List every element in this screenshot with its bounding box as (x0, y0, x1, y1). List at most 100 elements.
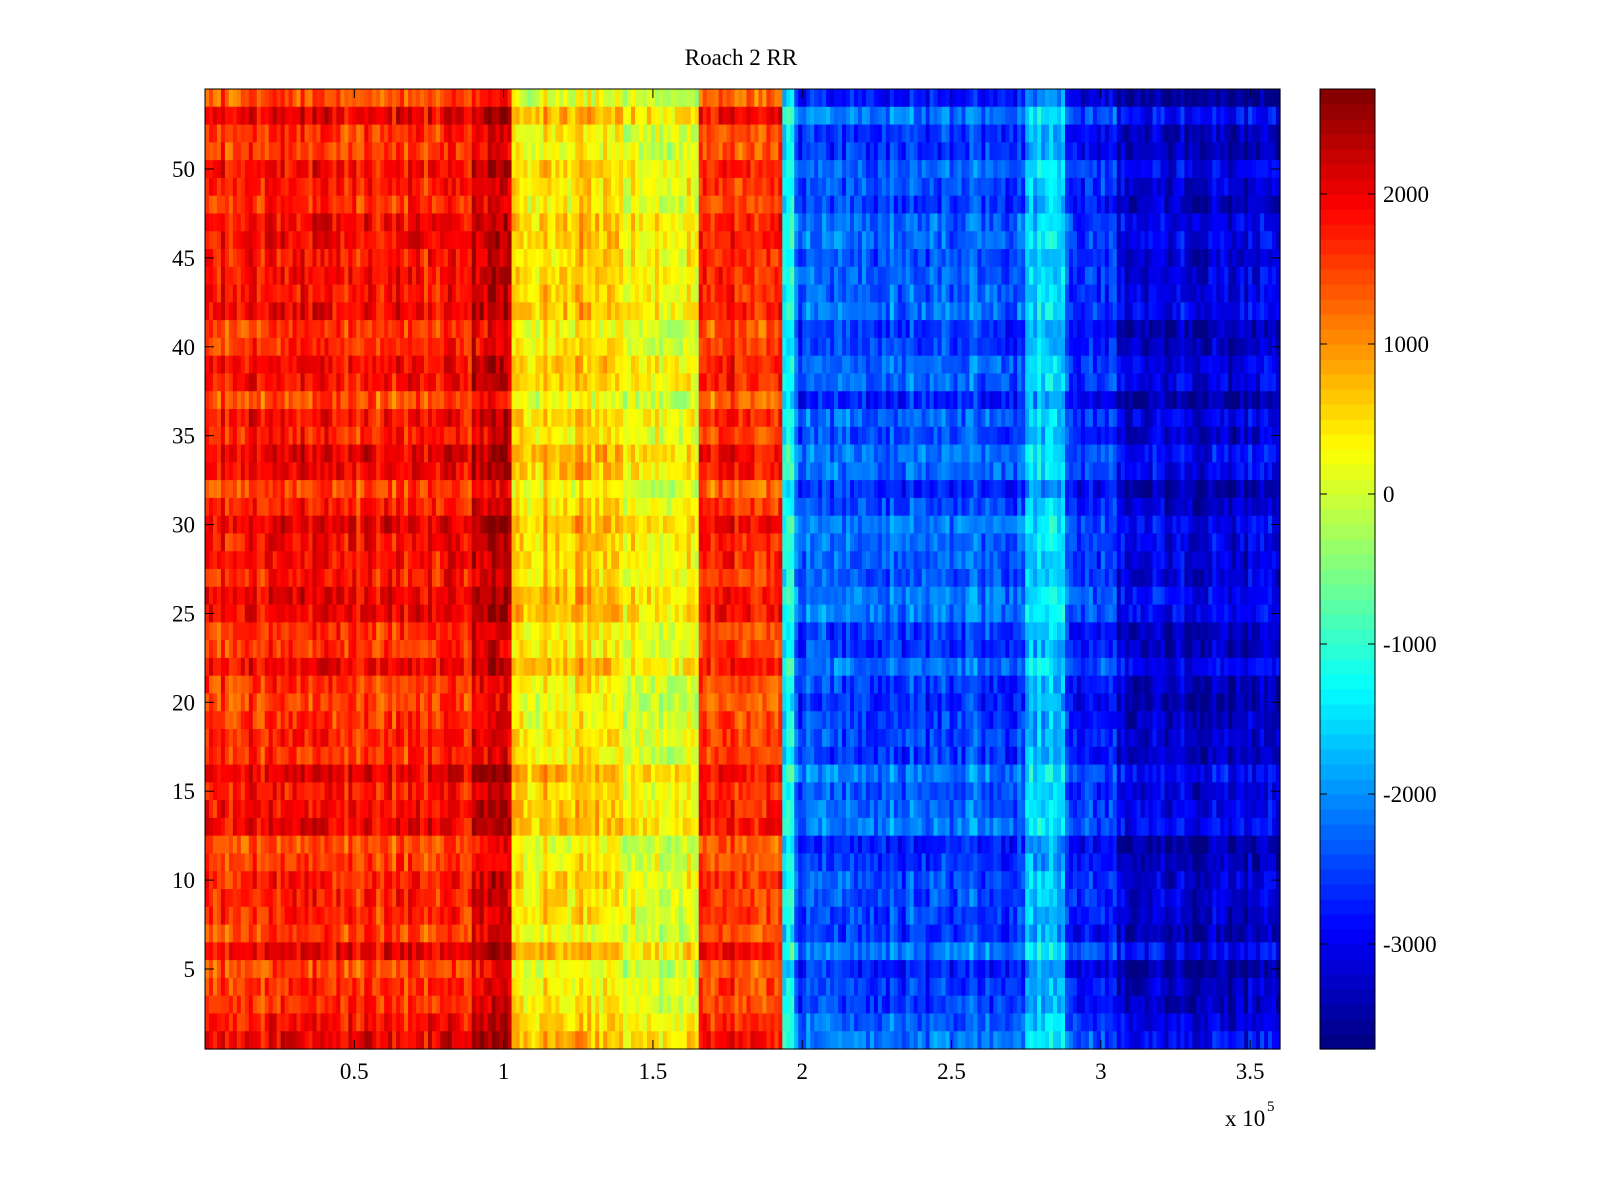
heatmap-cell (308, 124, 314, 143)
heatmap-cell (423, 1031, 429, 1050)
heatmap-cell (308, 800, 314, 819)
heatmap-cell (376, 604, 381, 623)
heatmap-cell (427, 355, 433, 375)
heatmap-cell (340, 337, 345, 357)
heatmap-cell (523, 657, 529, 677)
heatmap-cell (396, 800, 401, 819)
heatmap-cell (232, 177, 238, 197)
heatmap-cell (344, 231, 349, 250)
heatmap-cell (232, 817, 238, 837)
heatmap-cell (368, 1013, 373, 1032)
heatmap-cell (320, 942, 326, 961)
heatmap-cell (439, 657, 445, 677)
heatmap-cell (272, 142, 278, 161)
heatmap-cell (479, 586, 485, 606)
heatmap-cell (256, 266, 262, 286)
heatmap-cell (479, 213, 485, 232)
heatmap-cell (308, 106, 314, 126)
heatmap-cell (431, 409, 437, 428)
heatmap-cell (535, 657, 541, 677)
heatmap-cell (547, 195, 552, 215)
heatmap-cell (312, 89, 318, 108)
heatmap-cell (260, 249, 266, 268)
heatmap-cell (212, 871, 218, 890)
heatmap-cell (519, 746, 525, 766)
heatmap-cell (324, 213, 330, 232)
heatmap-cell (423, 177, 429, 197)
heatmap-cell (475, 817, 481, 837)
heatmap-cell (260, 106, 266, 126)
heatmap-cell (463, 693, 469, 712)
heatmap-cell (288, 622, 294, 641)
heatmap-cell (300, 764, 306, 783)
heatmap-cell (312, 586, 318, 606)
heatmap-cell (515, 106, 521, 126)
heatmap-cell (340, 106, 345, 126)
heatmap-cell (396, 551, 401, 570)
heatmap-cell (423, 746, 429, 766)
heatmap-cell (423, 89, 429, 108)
heatmap-cell (408, 817, 413, 837)
heatmap-cell (507, 942, 513, 961)
heatmap-cell (567, 551, 572, 570)
heatmap-cell (439, 284, 445, 303)
heatmap-cell (447, 355, 453, 375)
heatmap-cell (523, 942, 529, 961)
heatmap-cell (388, 889, 393, 908)
heatmap-cell (388, 853, 393, 872)
heatmap-cell (455, 533, 461, 552)
heatmap-cell (368, 160, 373, 179)
heatmap-cell (236, 213, 242, 232)
heatmap-cell (523, 266, 529, 286)
heatmap-cell (519, 871, 525, 890)
heatmap-cell (416, 729, 421, 748)
heatmap-cell (308, 89, 314, 108)
heatmap-cell (364, 622, 369, 641)
heatmap-cell (531, 373, 537, 392)
heatmap-cell (408, 480, 413, 499)
heatmap-cell (571, 569, 576, 588)
heatmap-cell (563, 284, 568, 303)
heatmap-cell (404, 231, 409, 250)
heatmap-cell (220, 871, 226, 890)
heatmap-cell (388, 89, 393, 108)
heatmap-cell (340, 675, 345, 695)
heatmap-cell (208, 622, 214, 641)
heatmap-cell (459, 391, 465, 410)
heatmap-cell (268, 746, 274, 766)
heatmap-cell (324, 817, 330, 837)
heatmap-cell (499, 213, 505, 232)
heatmap-cell (487, 995, 493, 1015)
heatmap-cell (435, 266, 441, 286)
heatmap-cell (208, 444, 214, 463)
heatmap-cell (499, 124, 505, 143)
heatmap-cell (495, 533, 501, 552)
heatmap-cell (392, 213, 397, 232)
heatmap-cell (252, 177, 258, 197)
heatmap-cell (491, 515, 497, 535)
heatmap-cell (348, 551, 353, 570)
heatmap-cell (292, 586, 298, 606)
heatmap-cell (388, 1013, 393, 1032)
heatmap-cell (483, 391, 489, 410)
heatmap-cell (232, 124, 238, 143)
heatmap-cell (523, 675, 529, 695)
heatmap-cell (412, 657, 417, 677)
heatmap-cell (300, 853, 306, 872)
heatmap-cell (451, 889, 457, 908)
heatmap-cell (252, 337, 258, 357)
heatmap-cell (336, 942, 341, 961)
heatmap-cell (404, 160, 409, 179)
heatmap-cell (205, 497, 210, 517)
heatmap-cell (400, 213, 405, 232)
heatmap-cell (276, 746, 282, 766)
heatmap-cell (228, 302, 234, 321)
heatmap-cell (435, 889, 441, 908)
heatmap-cell (244, 533, 250, 552)
heatmap-cell (356, 320, 361, 339)
heatmap-cell (535, 533, 541, 552)
heatmap-cell (539, 977, 545, 997)
heatmap-cell (483, 515, 489, 535)
heatmap-cell (324, 462, 330, 481)
heatmap-cell (356, 142, 361, 161)
